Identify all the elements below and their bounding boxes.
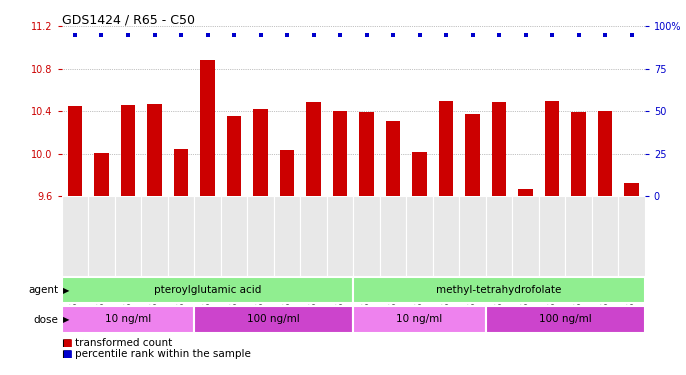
Bar [624, 183, 639, 196]
FancyBboxPatch shape [115, 196, 141, 276]
FancyBboxPatch shape [592, 196, 618, 276]
FancyBboxPatch shape [353, 196, 380, 276]
Bar [121, 105, 135, 196]
FancyBboxPatch shape [539, 196, 565, 276]
Bar [519, 189, 533, 196]
Bar [94, 153, 109, 196]
Text: GDS1424 / R65 - C50: GDS1424 / R65 - C50 [62, 13, 195, 26]
FancyBboxPatch shape [565, 196, 592, 276]
FancyBboxPatch shape [327, 196, 353, 276]
Bar [253, 109, 268, 196]
FancyBboxPatch shape [247, 196, 274, 276]
Bar [227, 117, 241, 196]
Bar [571, 112, 586, 196]
FancyBboxPatch shape [433, 196, 460, 276]
FancyBboxPatch shape [300, 196, 327, 276]
Bar [492, 102, 506, 196]
Bar [465, 114, 480, 196]
FancyBboxPatch shape [194, 306, 353, 333]
Text: 10 ng/ml: 10 ng/ml [397, 314, 442, 324]
FancyBboxPatch shape [194, 196, 221, 276]
Bar [174, 149, 188, 196]
FancyBboxPatch shape [62, 306, 194, 333]
Text: pteroylglutamic acid: pteroylglutamic acid [154, 285, 261, 295]
Text: ■ percentile rank within the sample: ■ percentile rank within the sample [62, 349, 250, 359]
Bar [333, 111, 347, 196]
FancyBboxPatch shape [353, 277, 645, 303]
FancyBboxPatch shape [486, 196, 512, 276]
Bar [545, 100, 559, 196]
FancyBboxPatch shape [406, 196, 433, 276]
FancyBboxPatch shape [460, 196, 486, 276]
Bar [280, 150, 294, 196]
FancyBboxPatch shape [380, 196, 406, 276]
Text: dose: dose [34, 315, 58, 324]
FancyBboxPatch shape [221, 196, 247, 276]
Bar [200, 60, 215, 196]
FancyBboxPatch shape [62, 277, 353, 303]
Text: ■: ■ [62, 338, 71, 348]
Bar [147, 104, 162, 196]
Bar [386, 121, 401, 196]
FancyBboxPatch shape [62, 196, 88, 276]
FancyBboxPatch shape [486, 306, 645, 333]
Text: 100 ng/ml: 100 ng/ml [248, 314, 300, 324]
Bar [68, 106, 82, 196]
FancyBboxPatch shape [168, 196, 194, 276]
FancyBboxPatch shape [353, 306, 486, 333]
Text: 100 ng/ml: 100 ng/ml [539, 314, 592, 324]
FancyBboxPatch shape [512, 196, 539, 276]
Text: agent: agent [28, 285, 58, 295]
Text: 10 ng/ml: 10 ng/ml [105, 314, 151, 324]
FancyBboxPatch shape [141, 196, 168, 276]
FancyBboxPatch shape [618, 196, 645, 276]
Bar [439, 100, 453, 196]
Text: ▶: ▶ [63, 286, 69, 295]
Bar [306, 102, 321, 196]
Text: ■ transformed count: ■ transformed count [62, 338, 172, 348]
FancyBboxPatch shape [88, 196, 115, 276]
Bar [598, 111, 613, 196]
FancyBboxPatch shape [274, 196, 300, 276]
Text: ▶: ▶ [63, 315, 69, 324]
Text: methyl-tetrahydrofolate: methyl-tetrahydrofolate [436, 285, 562, 295]
Text: ■: ■ [62, 349, 71, 359]
Bar [359, 112, 374, 196]
Bar [412, 152, 427, 196]
